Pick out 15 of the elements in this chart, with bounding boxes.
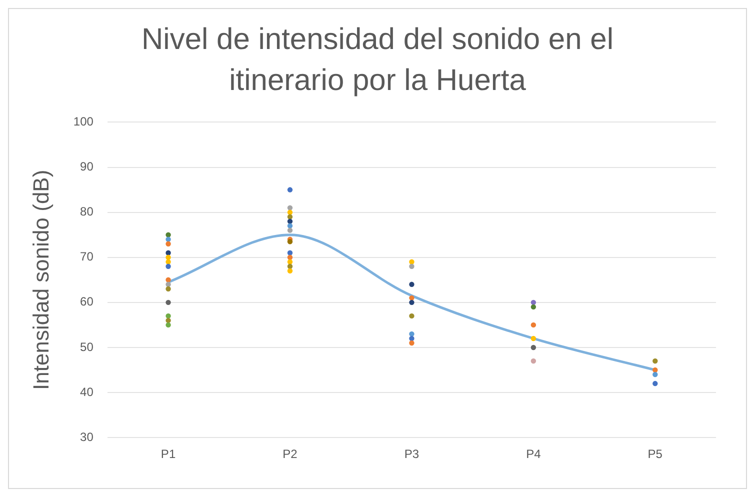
x-tick-label: P1 xyxy=(160,447,176,462)
x-tick-label: P3 xyxy=(404,447,420,462)
chart-title: Nivel de intensidad del sonido en el itinerario por la Huerta xyxy=(140,22,614,99)
y-tick-label: 80 xyxy=(80,204,94,219)
y-axis-title: Intensidad sonido (dB) xyxy=(28,170,54,390)
y-tick-label: 60 xyxy=(80,294,94,309)
x-tick-label: P2 xyxy=(282,447,298,462)
y-tick-label: 90 xyxy=(80,160,94,174)
y-tick-label: 30 xyxy=(80,430,94,444)
y-tick-label: 70 xyxy=(80,250,94,264)
y-tick-label: 100 xyxy=(73,114,94,129)
y-tick-label: 40 xyxy=(80,384,94,399)
x-tick-label: P4 xyxy=(526,447,542,462)
y-tick-label: 50 xyxy=(80,340,94,354)
x-tick-label: P5 xyxy=(648,447,663,462)
